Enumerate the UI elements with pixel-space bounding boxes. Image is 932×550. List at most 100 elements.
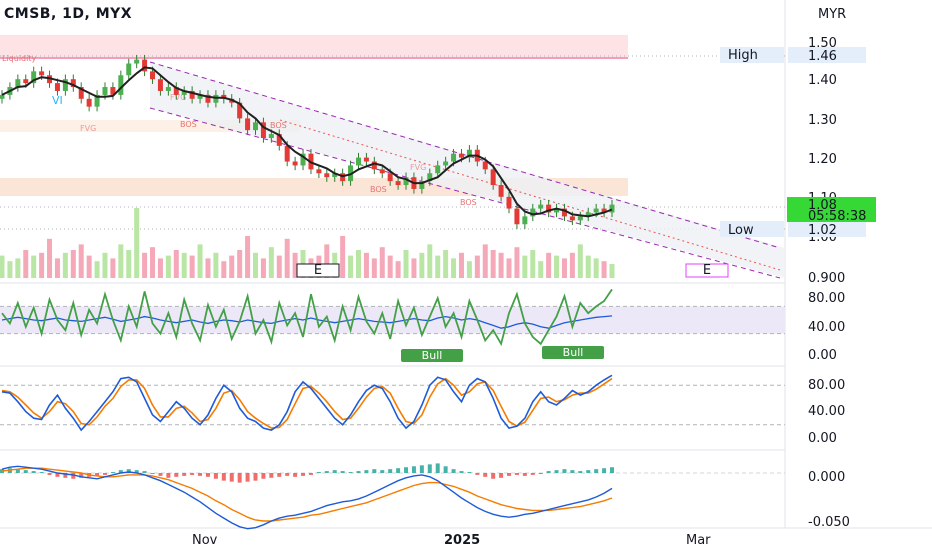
volume-bar xyxy=(522,255,528,278)
macd-histogram-bar xyxy=(245,473,250,482)
rsi-tick-0: 0.00 xyxy=(808,348,837,363)
candle-body xyxy=(363,157,369,162)
candle-body xyxy=(332,173,338,178)
macd-histogram-bar xyxy=(126,469,131,473)
chart-title: CMSB, 1D, MYX xyxy=(4,6,132,22)
macd-histogram-bar xyxy=(55,473,60,477)
candle-body xyxy=(585,212,591,217)
macd-histogram-bar xyxy=(514,473,519,475)
stoch-tick-80: 80.00 xyxy=(808,378,845,393)
macd-histogram-bar xyxy=(404,467,409,473)
candle-body xyxy=(554,208,560,213)
volume-bar xyxy=(189,255,195,278)
volume-bar xyxy=(363,252,369,278)
candle-body xyxy=(506,196,512,209)
bull-badge-1-label: Bull xyxy=(422,349,443,362)
macd-histogram-bar xyxy=(134,470,139,473)
volume-bar xyxy=(340,236,346,278)
macd-histogram-bar xyxy=(467,472,472,474)
macd-histogram-bar xyxy=(530,473,535,475)
candle-body xyxy=(522,216,528,225)
candle-body xyxy=(292,161,298,166)
high-value-tag xyxy=(788,47,866,63)
y-tick-1.40: 1.40 xyxy=(808,73,837,88)
candle-body xyxy=(205,94,211,103)
volume-bar xyxy=(205,258,211,278)
volume-bar xyxy=(276,255,282,278)
volume-bar xyxy=(292,252,298,278)
volume-bar xyxy=(498,252,504,278)
candle-body xyxy=(237,102,243,119)
macd-histogram-bar xyxy=(158,473,163,476)
candle-body xyxy=(276,134,282,146)
candle-body xyxy=(268,134,274,138)
volume-bar xyxy=(0,255,5,278)
volume-bar xyxy=(86,255,92,278)
volume-bar xyxy=(482,244,488,278)
candle-body xyxy=(379,169,385,174)
candle-body xyxy=(355,157,361,166)
candle-body xyxy=(458,153,464,158)
event-marker[interactable] xyxy=(296,263,340,278)
macd-histogram-bar xyxy=(451,469,456,473)
candle-body xyxy=(387,173,393,182)
volume-bar xyxy=(561,258,567,278)
macd-histogram-bar xyxy=(285,473,290,476)
macd-histogram-bar xyxy=(570,470,575,473)
volume-bar xyxy=(466,261,472,278)
last-price-tag xyxy=(787,197,876,222)
candle-body xyxy=(593,208,599,213)
volume-bar xyxy=(577,244,583,278)
macd-histogram-bar xyxy=(586,470,591,473)
channel-lower xyxy=(149,107,781,279)
macd-histogram-bar xyxy=(308,473,313,475)
volume-bar xyxy=(31,255,37,278)
countdown-value: 05:58:38 xyxy=(808,209,866,224)
candle-body xyxy=(538,204,544,209)
stochastic-panel xyxy=(0,374,785,432)
macd-histogram-bar xyxy=(23,470,28,473)
volume-bar xyxy=(157,258,163,278)
candle-body xyxy=(466,149,472,158)
volume-bars xyxy=(0,208,615,278)
volume-bar xyxy=(593,258,599,278)
macd-histogram-bar xyxy=(118,470,123,473)
macd-histogram-bar xyxy=(316,472,321,474)
volume-bar xyxy=(197,244,203,278)
candles xyxy=(0,54,615,229)
volume-bar xyxy=(451,258,457,278)
high-tag xyxy=(720,47,784,63)
macd-histogram-bar xyxy=(261,473,266,479)
candle-body xyxy=(54,83,60,91)
candle-body xyxy=(260,122,266,138)
candle-body xyxy=(490,169,496,186)
macd-histogram-bar xyxy=(253,473,258,481)
volume-bar xyxy=(110,258,116,278)
volume-bar xyxy=(150,247,156,278)
volume-bar xyxy=(118,244,124,278)
volume-bar xyxy=(181,252,187,278)
macd-histogram-bar xyxy=(332,470,337,473)
event-marker-future[interactable] xyxy=(685,263,729,278)
volume-bar xyxy=(355,250,361,278)
candle-body xyxy=(427,173,433,182)
candle-body xyxy=(0,94,5,99)
macd-histogram-bar xyxy=(507,473,512,476)
macd-histogram-bar xyxy=(198,473,203,476)
candle-body xyxy=(253,122,259,131)
event-marker-future-label: E xyxy=(703,263,711,278)
macd-histogram-bar xyxy=(610,467,614,473)
y-tick-0.900: 0.900 xyxy=(808,271,845,286)
low-value-tag xyxy=(788,221,866,237)
candle-body xyxy=(70,79,76,88)
macd-histogram-bar xyxy=(348,472,353,474)
volume-bar xyxy=(62,252,68,278)
volume-bar xyxy=(70,250,76,278)
macd-histogram-bar xyxy=(237,473,242,483)
candle-body xyxy=(62,79,68,91)
macd-histogram-bar xyxy=(388,469,393,473)
volume-bar xyxy=(348,255,354,278)
high-value: 1.46 xyxy=(808,49,837,64)
macd-line xyxy=(1,465,613,530)
candle-body xyxy=(316,169,322,174)
